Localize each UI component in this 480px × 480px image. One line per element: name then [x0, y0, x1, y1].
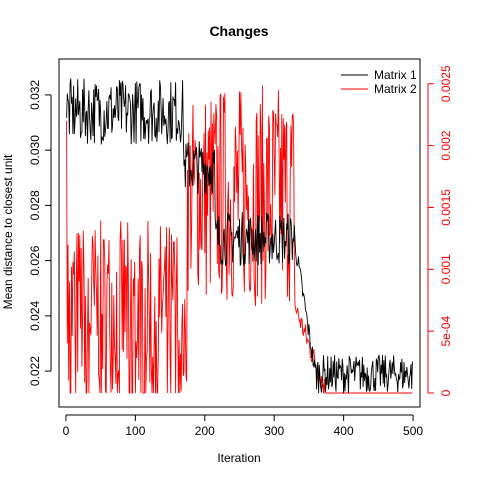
y-right-tick-label: 0: [439, 389, 453, 396]
y-left-tick-label: 0.032: [28, 80, 42, 110]
legend-label-matrix-1: Matrix 1: [374, 68, 417, 82]
y-left-tick-label: 0.026: [28, 245, 42, 275]
x-tick-label: 400: [334, 424, 354, 438]
series-line-matrix-1: [66, 78, 413, 394]
chart-title: Changes: [209, 23, 268, 39]
x-tick-label: 500: [403, 424, 423, 438]
y-right-tick-label: 0.0025: [439, 65, 453, 102]
x-axis-label: Iteration: [217, 451, 260, 465]
y-right-tick-label: 5e-04: [439, 315, 453, 346]
y-right-tick-label: 0.0015: [439, 189, 453, 226]
plot-series: [66, 78, 413, 394]
legend-label-matrix-2: Matrix 2: [374, 82, 417, 96]
x-tick-label: 0: [63, 424, 70, 438]
legend: Matrix 1 Matrix 2: [341, 68, 417, 96]
x-tick-label: 200: [195, 424, 215, 438]
plot-frame: [58, 58, 421, 408]
y-left-tick-label: 0.024: [28, 301, 42, 331]
y-left-tick-label: 0.022: [28, 356, 42, 386]
series-line-matrix-2: [66, 85, 413, 394]
y-axis-label: Mean distance to closest unit: [1, 154, 15, 309]
axes: 0 100 200 300 400 500 0.022 0.024 0.026 0.028 0.03…: [28, 65, 453, 438]
x-tick-label: 300: [264, 424, 284, 438]
y-left-tick-label: 0.030: [28, 135, 42, 165]
y-right-tick-label: 0.002: [439, 130, 453, 160]
y-left-tick-label: 0.028: [28, 190, 42, 220]
x-tick-label: 100: [125, 424, 145, 438]
y-right-tick-label: 0.001: [439, 254, 453, 284]
